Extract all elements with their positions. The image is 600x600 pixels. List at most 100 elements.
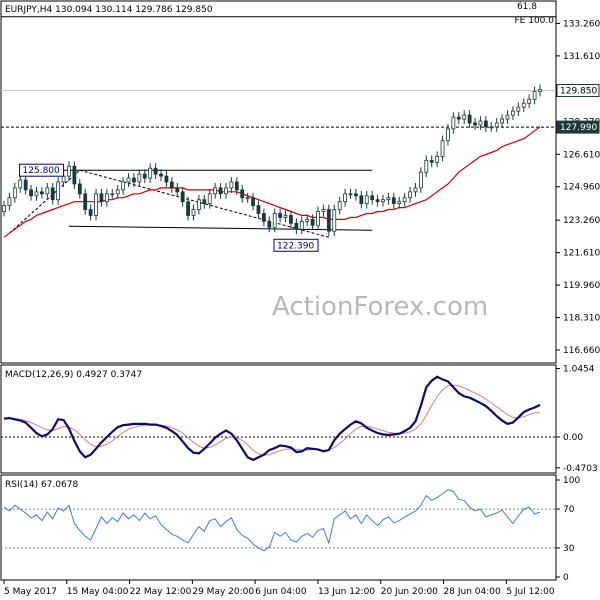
candle <box>494 118 499 132</box>
candle <box>229 177 234 193</box>
x-tick-label: 13 Jun 12:00 <box>318 587 375 597</box>
x-tick-label: 5 May 2017 <box>4 587 57 597</box>
trendlines <box>9 169 373 238</box>
candle <box>321 204 326 217</box>
price-tick-label: 118.310 <box>563 314 600 324</box>
candle <box>142 169 147 183</box>
candle <box>500 114 505 128</box>
candle <box>451 112 456 134</box>
price-annotation-box <box>19 163 65 177</box>
watermark: ActionForex.com <box>272 292 488 322</box>
price-annotation-label: 125.800 <box>23 166 60 176</box>
candle <box>424 155 429 178</box>
candle <box>435 151 440 168</box>
candle <box>332 204 337 237</box>
x-tick-label: 6 Jun 04:00 <box>255 587 307 597</box>
candle <box>337 196 342 215</box>
candle <box>110 188 115 199</box>
candle <box>115 184 120 199</box>
fibo-label-61: 61.8 <box>517 2 537 12</box>
candle <box>483 116 488 132</box>
candle <box>397 196 402 209</box>
candle <box>429 155 434 168</box>
x-tick-label: 15 May 04:00 <box>67 587 129 597</box>
candle <box>375 194 380 207</box>
candles <box>2 84 542 237</box>
price-y-axis: 133.260131.610129.960128.270126.610124.9… <box>556 19 600 356</box>
macd-tick-label: -0.4703 <box>563 464 598 474</box>
candle <box>516 102 521 117</box>
candle <box>72 161 77 189</box>
candle <box>299 216 304 235</box>
macd-panel-frame <box>0 364 557 474</box>
candle <box>348 188 353 199</box>
price-header: EURJPY,H4 130.094 130.114 129.786 129.85… <box>5 5 213 15</box>
candle <box>29 184 33 201</box>
candle <box>153 163 158 180</box>
candle <box>316 206 320 231</box>
candle <box>224 182 228 199</box>
candle <box>77 179 82 199</box>
candle <box>50 182 55 205</box>
candle <box>532 86 537 105</box>
fibo-leg-2 <box>79 169 329 238</box>
candle <box>218 182 223 199</box>
candle <box>186 196 190 221</box>
range-bottom-line <box>68 225 373 231</box>
candle <box>197 194 201 215</box>
candle <box>505 110 510 124</box>
candle <box>402 192 407 207</box>
candle <box>478 116 483 130</box>
candle <box>245 192 250 203</box>
candle <box>527 94 532 109</box>
candle <box>310 214 315 231</box>
candle <box>202 194 207 209</box>
support-price-tag-label: 127.990 <box>560 123 597 133</box>
candle <box>34 186 39 201</box>
candle <box>283 210 288 223</box>
candle <box>7 192 12 211</box>
x-tick-label: 5 Jul 12:00 <box>506 587 555 597</box>
macd-header: MACD(12,26,9) 0.4927 0.3747 <box>5 370 142 380</box>
price-tick-label: 121.610 <box>563 249 600 259</box>
fibo-leg-1 <box>9 169 81 234</box>
candle <box>67 161 71 182</box>
macd-tick-label: 1.0454 <box>563 365 595 375</box>
candle <box>489 121 494 132</box>
x-tick-label: 28 Jun 04:00 <box>444 587 501 597</box>
candle <box>354 188 358 201</box>
price-panel-frame <box>0 0 557 364</box>
candle <box>391 192 396 209</box>
candle <box>261 208 266 227</box>
candle <box>104 188 109 207</box>
candle <box>121 177 126 195</box>
candle <box>23 175 28 195</box>
rsi-panel: RSI(14) 67.0678 100 70 30 0 <box>0 474 580 583</box>
price-tick-label: 116.660 <box>563 346 600 356</box>
candle <box>305 214 310 227</box>
candle <box>164 171 169 187</box>
candle <box>267 216 272 233</box>
candle <box>326 204 331 237</box>
current-price-tag <box>556 84 600 98</box>
candle <box>467 110 472 128</box>
price-annotation-label: 122.390 <box>277 241 314 251</box>
candle <box>272 208 277 233</box>
candle <box>39 186 44 199</box>
macd-panel: MACD(12,26,9) 0.4927 0.3747 1.0454 0.00 -0… <box>0 364 598 474</box>
candle <box>88 204 93 221</box>
candle <box>408 186 412 203</box>
rsi-tick-label: 0 <box>563 573 569 583</box>
x-axis: 5 May 2017 15 May 04:00 22 May 12:00 29 May… <box>3 580 555 597</box>
fibo-label-fe100: FE 100.0 <box>515 16 555 26</box>
candle <box>381 194 385 207</box>
price-tick-label: 126.610 <box>563 150 600 160</box>
candle <box>386 192 391 205</box>
candle <box>137 169 142 187</box>
candle <box>473 118 477 130</box>
candle <box>413 182 418 197</box>
price-panel: EURJPY,H4 130.094 130.114 129.786 129.85… <box>0 0 600 364</box>
price-tick-label: 131.610 <box>563 52 600 62</box>
candle <box>364 190 369 209</box>
